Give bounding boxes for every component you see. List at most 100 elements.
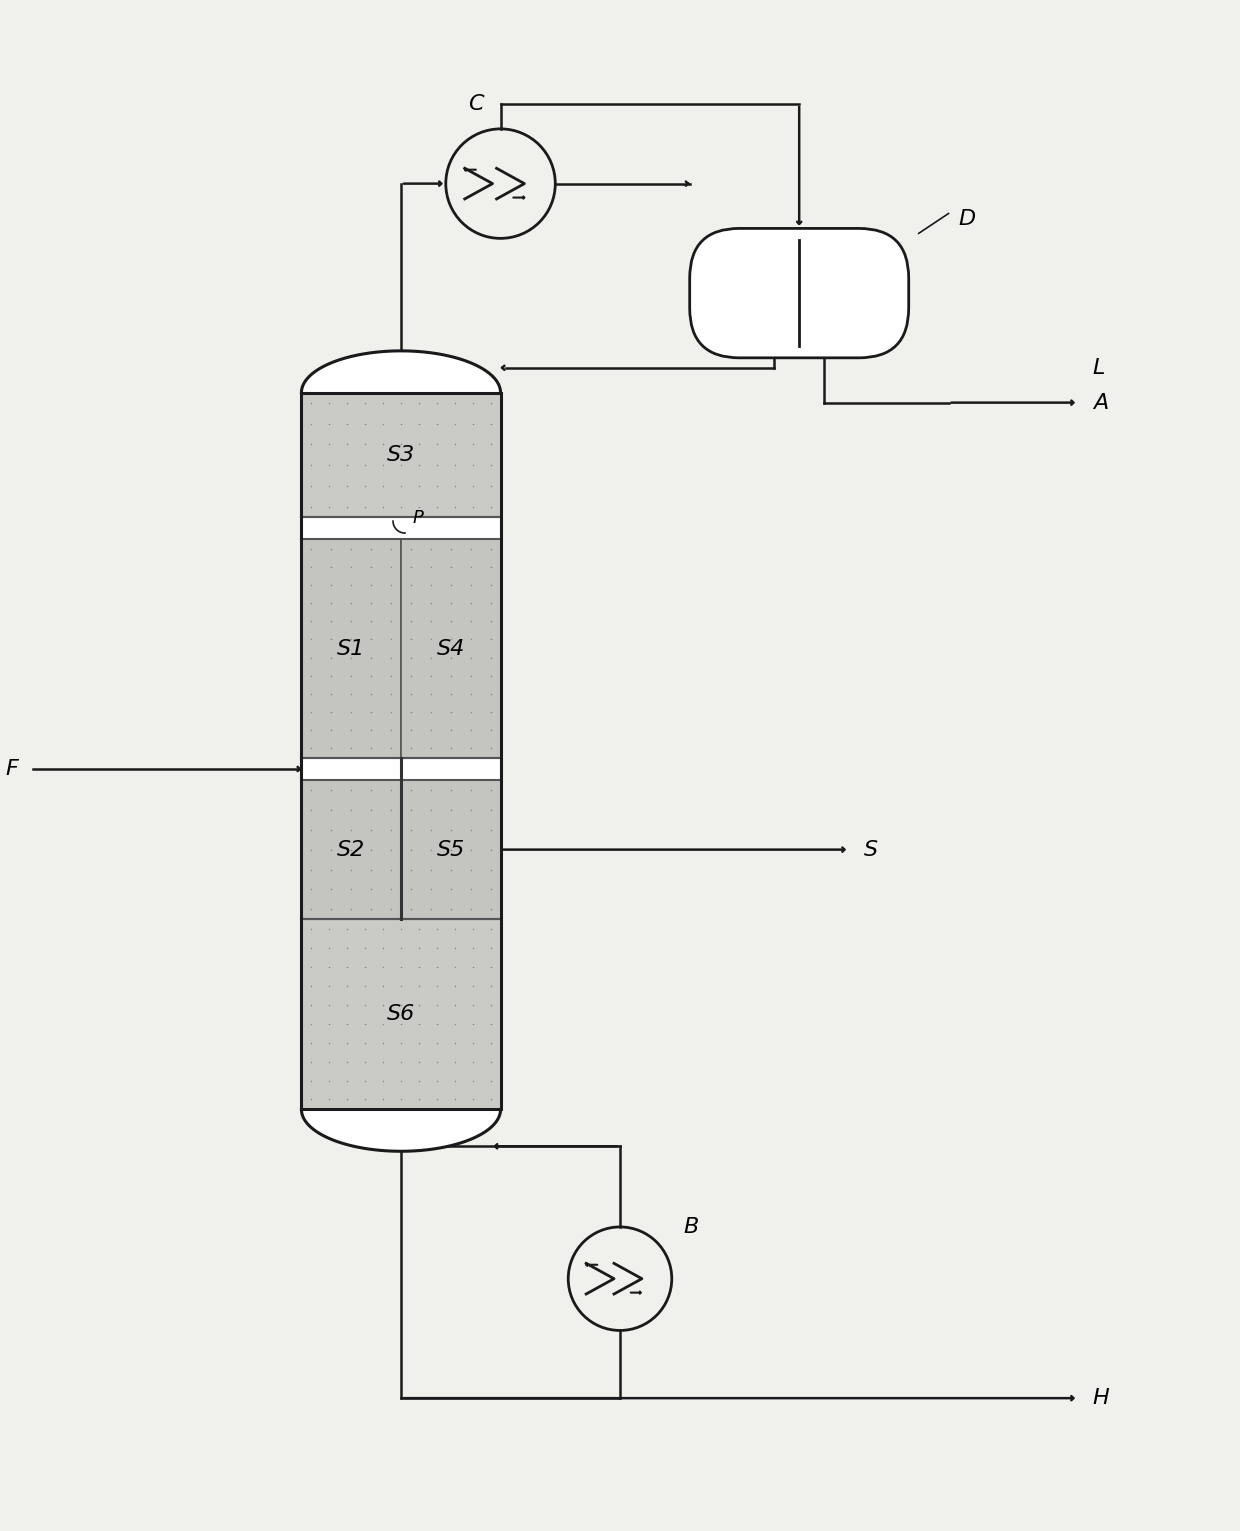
Point	[401, 778, 420, 802]
Point	[481, 992, 501, 1017]
Point	[321, 700, 341, 724]
Point	[441, 609, 461, 634]
Point	[409, 992, 429, 1017]
Point	[481, 475, 501, 499]
Point	[441, 628, 461, 652]
Point	[461, 700, 481, 724]
Point	[301, 992, 321, 1017]
Point	[341, 573, 361, 597]
Point	[321, 897, 341, 922]
Point	[320, 1069, 340, 1093]
Point	[301, 736, 321, 761]
Point	[337, 390, 357, 415]
Point	[481, 778, 501, 802]
Point	[320, 495, 340, 519]
Point	[301, 390, 321, 415]
Point	[341, 609, 361, 634]
Point	[381, 778, 401, 802]
Point	[427, 917, 446, 942]
Point	[445, 1049, 465, 1073]
Point	[381, 609, 401, 634]
Point	[321, 778, 341, 802]
Point	[341, 857, 361, 882]
Point	[441, 700, 461, 724]
Point	[301, 475, 321, 499]
Point	[320, 992, 340, 1017]
Point	[337, 992, 357, 1017]
Point	[337, 432, 357, 456]
Bar	[401, 539, 501, 758]
Point	[373, 432, 393, 456]
Point	[461, 537, 481, 562]
Point	[391, 475, 410, 499]
Point	[361, 573, 381, 597]
Point	[481, 877, 501, 902]
Point	[355, 475, 374, 499]
Point	[341, 591, 361, 615]
Point	[341, 877, 361, 902]
Point	[441, 537, 461, 562]
Text: S5: S5	[436, 839, 465, 859]
Bar	[301, 392, 501, 1110]
Point	[420, 857, 440, 882]
Point	[401, 573, 420, 597]
Point	[341, 736, 361, 761]
Point	[409, 1030, 429, 1055]
Point	[391, 390, 410, 415]
Point	[361, 591, 381, 615]
Point	[373, 453, 393, 478]
Point	[401, 646, 420, 671]
Point	[481, 1069, 501, 1093]
Point	[373, 390, 393, 415]
Point	[427, 390, 446, 415]
Point	[445, 475, 465, 499]
Bar	[301, 758, 501, 779]
Point	[373, 412, 393, 436]
Point	[301, 591, 321, 615]
Point	[391, 917, 410, 942]
Point	[381, 681, 401, 706]
Point	[441, 663, 461, 687]
Point	[441, 778, 461, 802]
Point	[391, 1069, 410, 1093]
Point	[427, 935, 446, 960]
Point	[301, 974, 321, 998]
Point	[401, 681, 420, 706]
Point	[461, 778, 481, 802]
Point	[301, 453, 321, 478]
Point	[409, 974, 429, 998]
Point	[355, 1069, 374, 1093]
Point	[361, 778, 381, 802]
Point	[301, 1069, 321, 1093]
Point	[481, 1049, 501, 1073]
Point	[409, 1069, 429, 1093]
Point	[355, 935, 374, 960]
Point	[361, 837, 381, 862]
Point	[427, 495, 446, 519]
Point	[301, 1049, 321, 1073]
Point	[461, 628, 481, 652]
Point	[391, 1012, 410, 1036]
Point	[461, 646, 481, 671]
Point	[441, 646, 461, 671]
Point	[301, 573, 321, 597]
Point	[401, 554, 420, 579]
Point	[321, 857, 341, 882]
Text: P: P	[413, 510, 424, 527]
Point	[341, 718, 361, 743]
Text: S4: S4	[436, 638, 465, 658]
Point	[361, 897, 381, 922]
Point	[481, 700, 501, 724]
Point	[321, 877, 341, 902]
Point	[481, 736, 501, 761]
Point	[337, 1087, 357, 1112]
Point	[420, 681, 440, 706]
Point	[373, 1087, 393, 1112]
Point	[361, 857, 381, 882]
Point	[301, 857, 321, 882]
Point	[361, 537, 381, 562]
Point	[381, 837, 401, 862]
Point	[320, 917, 340, 942]
Point	[401, 897, 420, 922]
Point	[481, 453, 501, 478]
